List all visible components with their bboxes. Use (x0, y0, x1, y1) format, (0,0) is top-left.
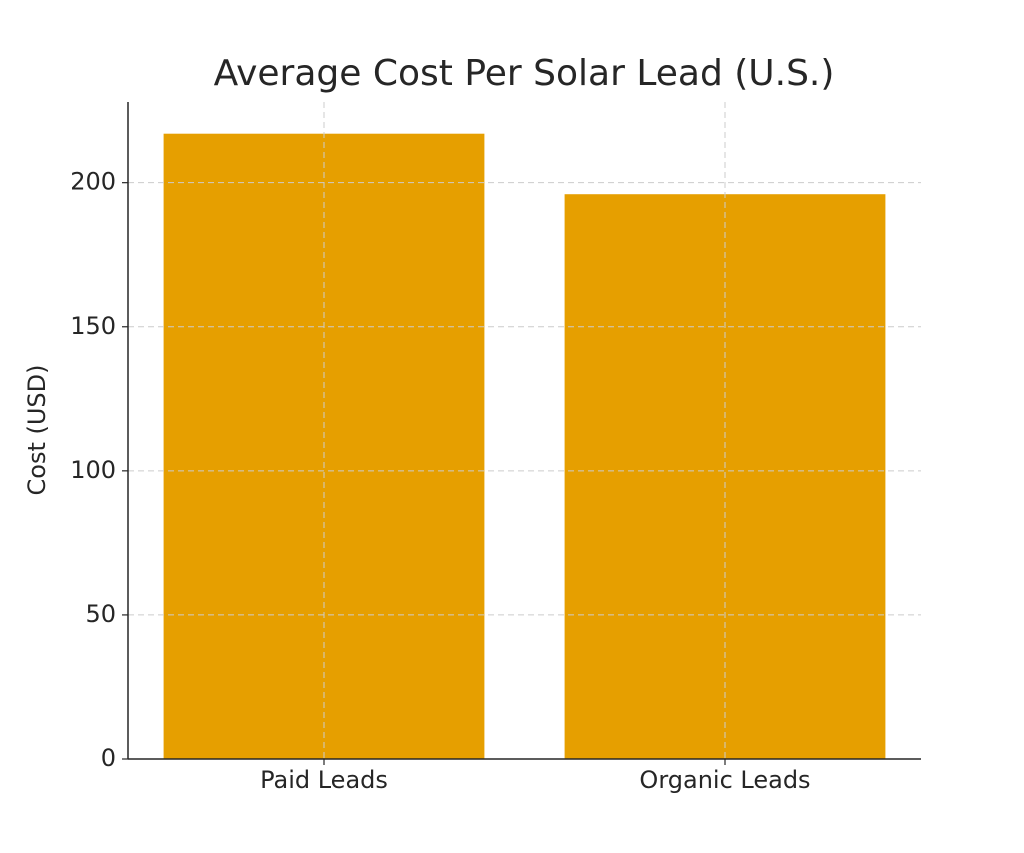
x-tick-label: Paid Leads (260, 766, 388, 794)
y-tick-label: 150 (70, 312, 116, 340)
y-tick-label: 0 (101, 744, 116, 772)
y-tick-label: 100 (70, 456, 116, 484)
y-axis-label: Cost (USD) (23, 365, 51, 496)
y-tick-label: 50 (85, 600, 116, 628)
chart-title: Average Cost Per Solar Lead (U.S.) (214, 53, 835, 94)
x-tick-label: Organic Leads (639, 766, 810, 794)
y-tick-label: 200 (70, 168, 116, 196)
